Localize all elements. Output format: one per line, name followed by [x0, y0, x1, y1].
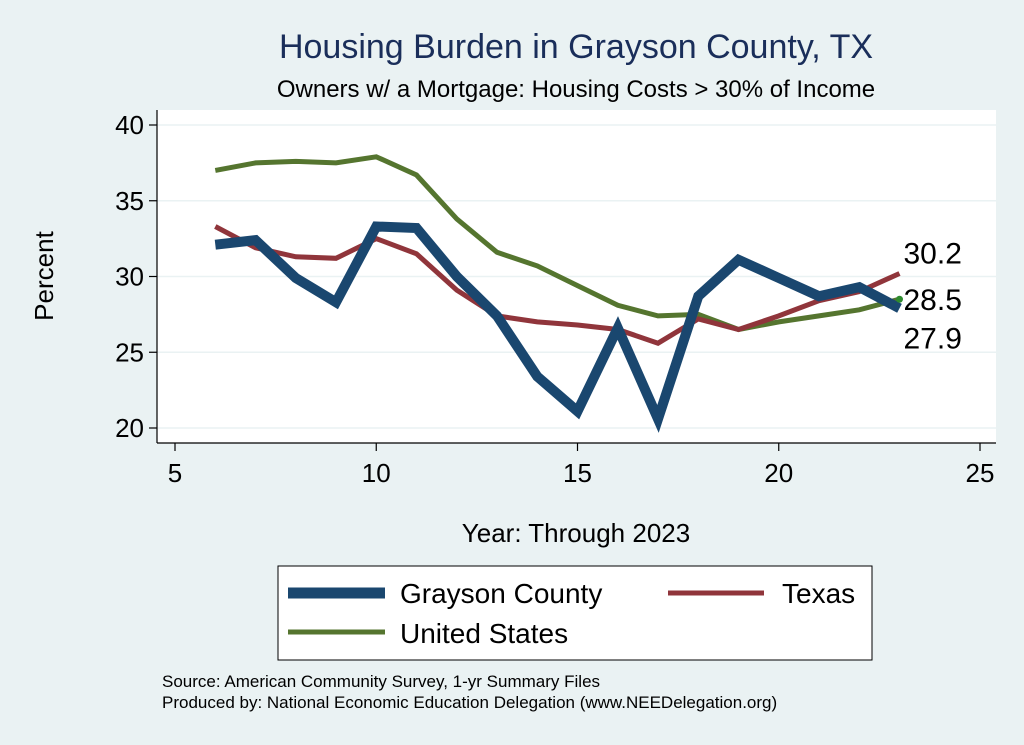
legend-label-grayson-county: Grayson County: [400, 578, 602, 609]
legend: Grayson County Texas United States: [277, 565, 873, 661]
chart-subtitle: Owners w/ a Mortgage: Housing Costs > 30…: [277, 76, 875, 103]
x-tick-label-5: 5: [168, 458, 182, 488]
end-labels: 30.2 28.5 27.9: [904, 237, 962, 355]
legend-label-texas: Texas: [782, 578, 855, 609]
series-line-united-states: [214, 154, 901, 333]
x-tick-label-25: 25: [966, 458, 995, 488]
end-label-grayson-county: 27.9: [904, 322, 962, 355]
produced-by-note: Produced by: National Economic Education…: [162, 693, 777, 712]
end-label-texas: 30.2: [904, 237, 962, 270]
x-tick-label-15: 15: [563, 458, 592, 488]
x-tick-label-20: 20: [764, 458, 793, 488]
end-label-united-states: 28.5: [904, 284, 962, 317]
x-axis-ticks: 5 10 15 20 25: [168, 443, 995, 488]
y-tick-label-25: 25: [115, 337, 144, 367]
y-tick-label-30: 30: [115, 262, 144, 292]
y-axis-ticks: 20 25 30 35 40: [115, 110, 157, 443]
source-note: Source: American Community Survey, 1-yr …: [162, 672, 600, 691]
chart-title: Housing Burden in Grayson County, TX: [279, 28, 873, 66]
series-end-point-united-states: [896, 295, 903, 303]
legend-label-united-states: United States: [400, 618, 568, 649]
y-axis-title: Percent: [29, 230, 59, 320]
y-tick-label-35: 35: [115, 186, 144, 216]
x-tick-label-10: 10: [362, 458, 391, 488]
y-tick-label-20: 20: [115, 413, 144, 443]
x-axis-title: Year: Through 2023: [462, 518, 690, 548]
series-line-texas: [214, 224, 901, 346]
series-line-grayson-county: [214, 221, 902, 433]
legend-box: [277, 565, 873, 661]
y-tick-label-40: 40: [115, 110, 144, 140]
series-layer: [214, 154, 903, 433]
